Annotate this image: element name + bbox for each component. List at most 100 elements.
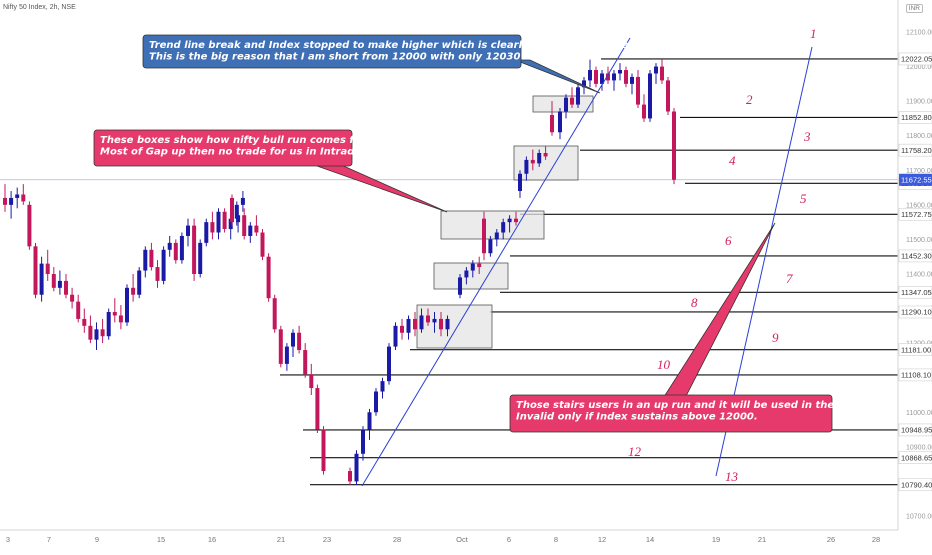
stair-number: 12 — [628, 444, 642, 459]
candle-body — [88, 325, 93, 340]
price-label: 10868.65 — [901, 453, 932, 462]
y-tick-label: 11500.00 — [906, 237, 932, 244]
candle-body — [458, 277, 462, 295]
candle-body — [45, 263, 50, 274]
candle-body — [507, 218, 512, 223]
candle-body — [240, 197, 245, 205]
candle-body — [666, 80, 670, 112]
stair-number: 6 — [725, 233, 732, 248]
candle-body — [303, 350, 308, 375]
x-tick-label: 23 — [323, 535, 331, 544]
stair-number: 5 — [800, 191, 807, 206]
last-price-label: 11672.55 — [901, 175, 932, 184]
callout-text: These boxes show how nifty bull run come… — [100, 135, 434, 146]
candle-body — [642, 104, 646, 119]
candle-body — [57, 280, 62, 288]
candle-body — [354, 453, 359, 482]
price-label-box — [898, 111, 932, 124]
x-tick-label: 19 — [712, 535, 720, 544]
candle-body — [482, 218, 486, 254]
x-tick-label: 15 — [157, 535, 165, 544]
candle-body — [70, 294, 75, 302]
y-tick-label: 10900.00 — [906, 444, 932, 451]
price-label: 11290.10 — [901, 308, 932, 317]
candle-body — [494, 232, 499, 240]
price-label-box — [898, 305, 932, 319]
x-tick-label: 7 — [47, 535, 51, 544]
candle-body — [315, 388, 320, 430]
currency-label: INR — [908, 5, 920, 12]
candle-body — [161, 249, 166, 281]
candle-body — [82, 318, 87, 326]
candle-body — [624, 70, 628, 84]
callouts: Trend line break and Index stopped to ma… — [93, 34, 932, 433]
candle-body — [636, 76, 640, 105]
price-label-box — [898, 423, 932, 437]
uptrend-line — [361, 37, 631, 487]
candle-body — [242, 215, 247, 236]
callout-box — [509, 394, 833, 433]
candle-body — [15, 194, 20, 198]
candle-body — [387, 346, 391, 382]
candle-body — [618, 70, 622, 74]
candle-body — [558, 111, 562, 133]
x-tick-label: 28 — [393, 535, 401, 544]
candle-body — [419, 315, 424, 330]
candle-body — [488, 239, 493, 254]
candle-body — [222, 211, 227, 230]
callout-text: Trend line break and Index stopped to ma… — [149, 40, 644, 51]
candle-body — [186, 225, 190, 236]
candle-body — [524, 159, 529, 174]
candle-body — [380, 381, 385, 392]
price-label: 11572.75 — [901, 210, 932, 219]
price-label: 11852.80 — [901, 113, 932, 122]
candle-body — [9, 197, 14, 205]
price-label-box — [898, 343, 932, 356]
y-tick-label: 11700.00 — [906, 168, 932, 175]
callout-text: Those stairs users in an up run and it w… — [516, 400, 932, 411]
currency-badge[interactable]: INR — [905, 4, 923, 13]
candle-body — [612, 73, 616, 81]
candle-body — [514, 218, 518, 223]
gap-box — [416, 304, 493, 349]
candle-body — [260, 232, 265, 257]
candle-body — [432, 318, 437, 323]
candle-body — [588, 70, 592, 81]
callout-box — [142, 34, 522, 69]
candle-body — [393, 325, 398, 347]
price-label-box — [898, 143, 932, 157]
x-tick-label: 21 — [277, 535, 285, 544]
candle-body — [125, 287, 129, 323]
candle-body — [248, 225, 253, 236]
candle-body — [570, 97, 574, 105]
y-tick-label: 11900.00 — [906, 99, 932, 106]
candle-body — [254, 225, 259, 233]
candle-body — [576, 87, 580, 105]
candle-body — [284, 346, 289, 364]
y-tick-label: 11400.00 — [906, 271, 932, 278]
candle-body — [100, 329, 105, 337]
candle-body — [76, 301, 81, 319]
x-tick-label: 8 — [554, 535, 558, 544]
candle-body — [297, 332, 302, 351]
price-label-box — [898, 368, 932, 382]
gap-boxes — [416, 95, 594, 349]
x-tick-label: 26 — [827, 535, 835, 544]
candle-body — [470, 263, 475, 271]
stair-number: 8 — [691, 295, 698, 310]
price-label-box — [898, 52, 932, 66]
candles — [3, 59, 676, 485]
candle-body — [348, 471, 352, 482]
candle-body — [143, 249, 148, 271]
callout-text: Invalid only if Index sustains above 120… — [516, 412, 758, 423]
candle-body — [367, 412, 372, 430]
callout-pointer — [299, 159, 448, 213]
candle-body — [94, 329, 99, 340]
candle-body — [210, 222, 215, 233]
price-label-box — [898, 249, 932, 263]
y-tick-label: 11600.00 — [906, 202, 932, 209]
price-label: 10790.40 — [901, 480, 932, 489]
